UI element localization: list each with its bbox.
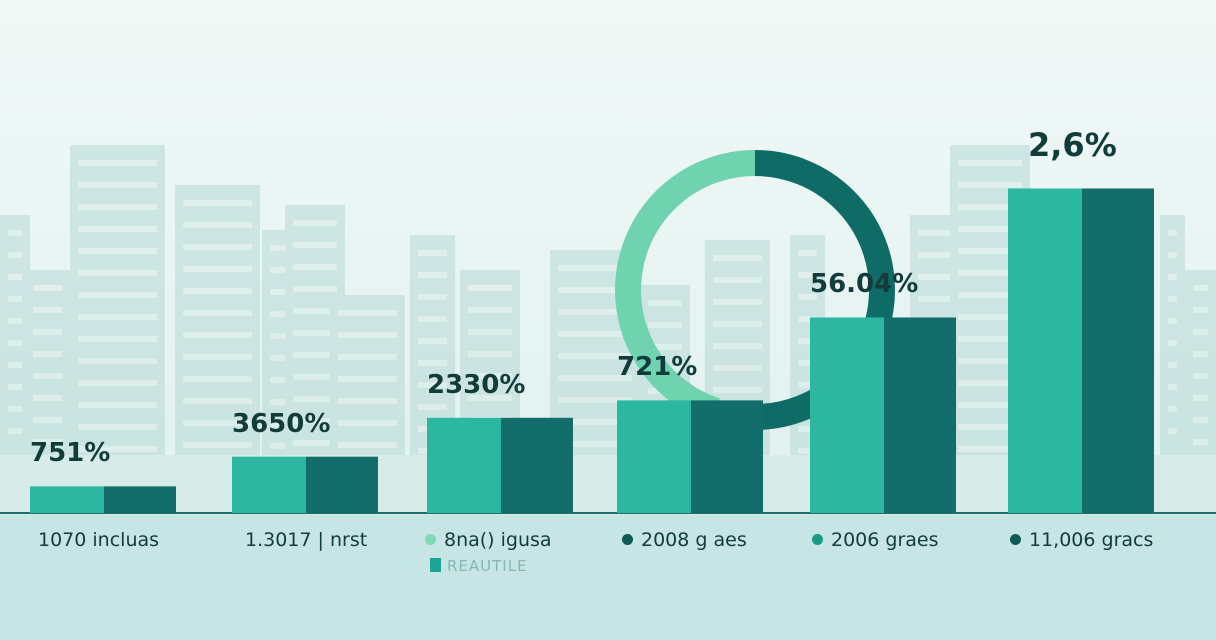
category-label: 1070 incluas bbox=[38, 529, 160, 551]
building bbox=[70, 145, 165, 460]
bar-light bbox=[427, 417, 501, 513]
bar-dark bbox=[104, 486, 176, 513]
data-label: 2330% bbox=[427, 369, 526, 400]
bar-dark bbox=[691, 400, 763, 513]
donut-segment bbox=[615, 150, 756, 424]
category-dot-icon bbox=[425, 534, 436, 545]
bar-light bbox=[1008, 188, 1082, 513]
bars bbox=[30, 188, 1154, 513]
building bbox=[1160, 215, 1185, 460]
bar-dark bbox=[1082, 188, 1154, 513]
building bbox=[1185, 270, 1216, 460]
bar-light bbox=[810, 317, 884, 513]
bar-dark bbox=[501, 417, 573, 513]
category-label: 2006 graes bbox=[812, 529, 939, 551]
category-label: 2008 g aes bbox=[622, 529, 747, 551]
category-dot-icon bbox=[812, 534, 823, 545]
city-skyline-background bbox=[0, 145, 1216, 460]
bar-light bbox=[30, 486, 104, 513]
bar-dark bbox=[884, 317, 956, 513]
building bbox=[175, 185, 260, 460]
data-label: 751% bbox=[30, 438, 111, 469]
legend-item: REAUTILE bbox=[430, 557, 528, 575]
bar-dark bbox=[306, 456, 378, 513]
category-label: 11,006 gracs bbox=[1010, 529, 1153, 551]
data-label: 3650% bbox=[232, 408, 331, 439]
data-label: 2,6% bbox=[1028, 126, 1117, 165]
category-dot-icon bbox=[622, 534, 633, 545]
category-label: 1.3017 | nrst bbox=[245, 529, 368, 551]
bar-light bbox=[617, 400, 691, 513]
bar-light bbox=[232, 456, 306, 513]
data-label: 721% bbox=[617, 352, 698, 383]
category-dot-icon bbox=[1010, 534, 1021, 545]
data-label: 56.04% bbox=[810, 269, 919, 300]
building bbox=[25, 270, 70, 460]
legend-swatch bbox=[430, 558, 441, 572]
category-label: 8na() igusa bbox=[425, 529, 552, 551]
